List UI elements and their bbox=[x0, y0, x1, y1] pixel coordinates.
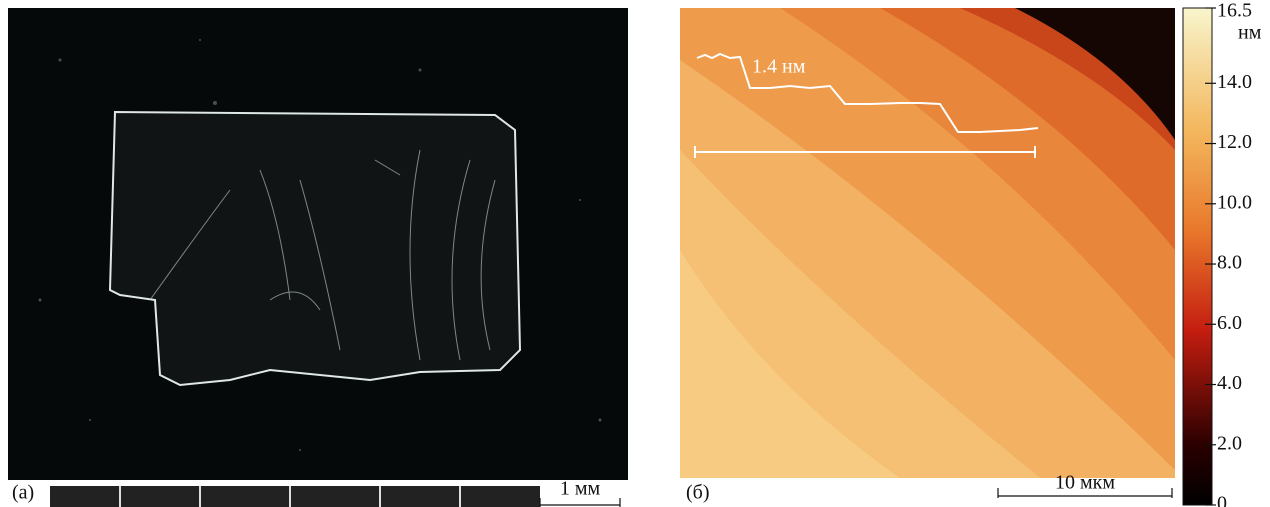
page: (а) 1 мм 1.4 нм (б) 10 мкм нм 16.5 14.0 12… bbox=[0, 0, 1270, 507]
panel-label: (а) bbox=[12, 482, 34, 504]
colorbar-tick-label: 16.5 bbox=[1217, 0, 1252, 22]
ruler bbox=[50, 486, 540, 507]
colorbar bbox=[1183, 8, 1212, 505]
colorbar-unit: нм bbox=[1238, 22, 1262, 44]
colorbar-tick-label: 14.0 bbox=[1217, 71, 1252, 93]
colorbar-tick-label: 12.0 bbox=[1217, 131, 1252, 153]
crystal-outline bbox=[110, 112, 520, 385]
scale-bar-label: 1 мм bbox=[560, 478, 601, 500]
afm-panel: 1.4 нм (б) 10 мкм bbox=[680, 8, 1175, 504]
panel-label: (б) bbox=[686, 482, 710, 504]
colorbar-tick-label: 8.0 bbox=[1217, 252, 1242, 274]
colorbar-tick-label: 6.0 bbox=[1217, 312, 1242, 334]
colorbar-tick-label: 2.0 bbox=[1217, 432, 1242, 454]
figure: (а) 1 мм 1.4 нм (б) 10 мкм нм 16.5 14.0 12… bbox=[0, 0, 1270, 507]
photo-panel: (а) 1 мм bbox=[8, 8, 628, 507]
colorbar-tick-label: 10.0 bbox=[1217, 191, 1252, 213]
colorbar-tick-label: 4.0 bbox=[1217, 372, 1242, 394]
profile-label: 1.4 нм bbox=[752, 56, 806, 78]
colorbar-tick-label: 0 bbox=[1217, 493, 1227, 507]
scale-bar-label: 10 мкм bbox=[1055, 472, 1115, 494]
